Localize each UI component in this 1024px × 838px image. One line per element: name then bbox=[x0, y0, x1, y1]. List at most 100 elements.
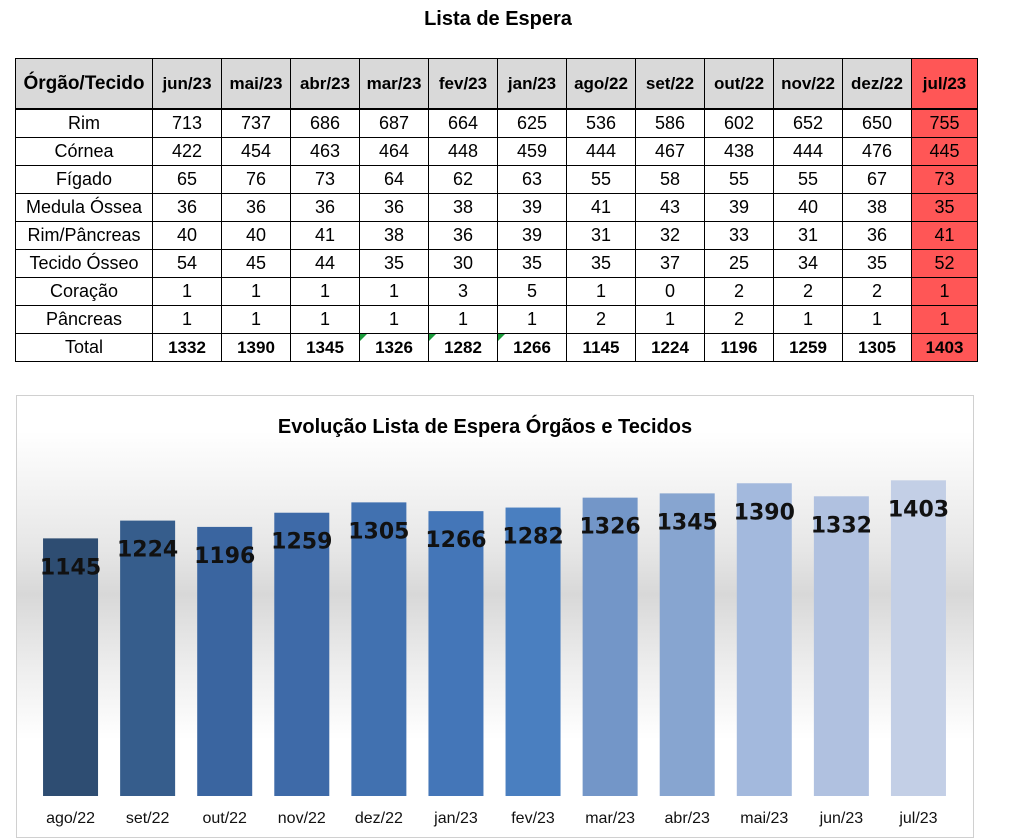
x-tick-label: abr/23 bbox=[665, 810, 710, 827]
bar-data-label: 1326 bbox=[580, 515, 641, 540]
table-row: Pâncreas 1 1 1 1 1 1 2 1 2 1 1 1 bbox=[15, 305, 978, 334]
header-row: Órgão/Tecido jun/23 mai/23 abr/23 mar/23… bbox=[15, 58, 978, 110]
month-header: abr/23 bbox=[290, 58, 360, 110]
table-cell: 1 bbox=[290, 277, 360, 306]
table-cell: 39 bbox=[497, 221, 567, 250]
table-cell: 38 bbox=[428, 193, 498, 222]
table-cell: 464 bbox=[359, 137, 429, 166]
table-cell: 1 bbox=[359, 277, 429, 306]
table-cell: 36 bbox=[842, 221, 912, 250]
table-row: Coração 1 1 1 1 3 5 1 0 2 2 2 1 bbox=[15, 277, 978, 306]
bar-data-label: 1145 bbox=[40, 555, 101, 580]
month-header: mar/23 bbox=[359, 58, 429, 110]
table-cell: 55 bbox=[704, 165, 774, 194]
row-label: Pâncreas bbox=[15, 305, 153, 334]
x-tick-label: jul/23 bbox=[898, 810, 937, 827]
table-cell: 64 bbox=[359, 165, 429, 194]
month-header-highlight: jul/23 bbox=[911, 58, 978, 110]
table-cell-highlight: 41 bbox=[911, 221, 978, 250]
table-cell: 713 bbox=[152, 108, 222, 138]
bar bbox=[505, 507, 561, 796]
month-header: ago/22 bbox=[566, 58, 636, 110]
table-title: Lista de Espera bbox=[424, 8, 572, 30]
table-row: Rim 713 737 686 687 664 625 536 586 602 652 650 755 bbox=[15, 108, 978, 138]
table-cell: 0 bbox=[635, 277, 705, 306]
x-tick-label: set/22 bbox=[126, 810, 170, 827]
table-cell: 34 bbox=[773, 249, 843, 278]
bar-data-label: 1282 bbox=[502, 525, 563, 550]
table-cell: 35 bbox=[842, 249, 912, 278]
month-header: set/22 bbox=[635, 58, 705, 110]
table-cell: 30 bbox=[428, 249, 498, 278]
table-cell: 1 bbox=[290, 305, 360, 334]
table-cell: 586 bbox=[635, 108, 705, 138]
table-cell-highlight: 52 bbox=[911, 249, 978, 278]
table-cell: 650 bbox=[842, 108, 912, 138]
table-cell: 422 bbox=[152, 137, 222, 166]
table-cell: 444 bbox=[566, 137, 636, 166]
table-cell: 1259 bbox=[773, 333, 843, 362]
table-cell: 5 bbox=[497, 277, 567, 306]
table-cell: 1305 bbox=[842, 333, 912, 362]
table-cell: 35 bbox=[566, 249, 636, 278]
table-cell: 36 bbox=[152, 193, 222, 222]
table-cell: 73 bbox=[290, 165, 360, 194]
table-cell: 1 bbox=[221, 277, 291, 306]
month-header: jan/23 bbox=[497, 58, 567, 110]
row-label: Córnea bbox=[15, 137, 153, 166]
table-cell: 438 bbox=[704, 137, 774, 166]
table-cell: 476 bbox=[842, 137, 912, 166]
row-label: Fígado bbox=[15, 165, 153, 194]
table-cell: 652 bbox=[773, 108, 843, 138]
table-cell: 39 bbox=[497, 193, 567, 222]
bar-data-label: 1224 bbox=[117, 538, 178, 563]
table-cell-highlight: 1403 bbox=[911, 333, 978, 362]
table-cell: 54 bbox=[152, 249, 222, 278]
table-cell: 55 bbox=[566, 165, 636, 194]
table-cell: 1 bbox=[842, 305, 912, 334]
x-tick-label: mar/23 bbox=[585, 810, 635, 827]
row-label: Rim/Pâncreas bbox=[15, 221, 153, 250]
table-cell: 38 bbox=[359, 221, 429, 250]
table-row: Medula Óssea 36 36 36 36 38 39 41 43 39 40 38 35 bbox=[15, 193, 978, 222]
table-cell: 2 bbox=[566, 305, 636, 334]
bar-data-label: 1403 bbox=[888, 497, 949, 522]
table-cell: 2 bbox=[773, 277, 843, 306]
table-cell: 40 bbox=[152, 221, 222, 250]
table-cell: 2 bbox=[704, 305, 774, 334]
table-cell: 31 bbox=[773, 221, 843, 250]
table-cell: 25 bbox=[704, 249, 774, 278]
month-header: out/22 bbox=[704, 58, 774, 110]
table-cell: 62 bbox=[428, 165, 498, 194]
table-cell: 687 bbox=[359, 108, 429, 138]
table-cell: 1266 bbox=[497, 333, 567, 362]
table-cell: 1326 bbox=[359, 333, 429, 362]
table-cell: 65 bbox=[152, 165, 222, 194]
bar bbox=[351, 502, 407, 796]
table-cell: 1 bbox=[635, 305, 705, 334]
table-cell: 664 bbox=[428, 108, 498, 138]
corner-header: Órgão/Tecido bbox=[15, 58, 153, 110]
bar bbox=[428, 511, 484, 796]
table-cell: 41 bbox=[290, 221, 360, 250]
x-tick-label: ago/22 bbox=[46, 810, 95, 827]
bar-data-label: 1305 bbox=[348, 519, 409, 544]
table-cell: 35 bbox=[497, 249, 567, 278]
table-cell: 41 bbox=[566, 193, 636, 222]
table-cell: 36 bbox=[428, 221, 498, 250]
table-cell: 38 bbox=[842, 193, 912, 222]
table-cell-highlight: 73 bbox=[911, 165, 978, 194]
row-label: Rim bbox=[15, 108, 153, 138]
bar bbox=[813, 496, 869, 796]
table-cell: 448 bbox=[428, 137, 498, 166]
table-cell: 1145 bbox=[566, 333, 636, 362]
bar bbox=[43, 538, 99, 796]
table-cell: 1 bbox=[359, 305, 429, 334]
table-cell: 39 bbox=[704, 193, 774, 222]
bar bbox=[582, 497, 638, 796]
table-cell: 1 bbox=[773, 305, 843, 334]
bar-data-label: 1345 bbox=[657, 510, 718, 535]
month-header: nov/22 bbox=[773, 58, 843, 110]
table-row: Rim/Pâncreas 40 40 41 38 36 39 31 32 33 31 36 41 bbox=[15, 221, 978, 250]
bar bbox=[274, 512, 330, 796]
